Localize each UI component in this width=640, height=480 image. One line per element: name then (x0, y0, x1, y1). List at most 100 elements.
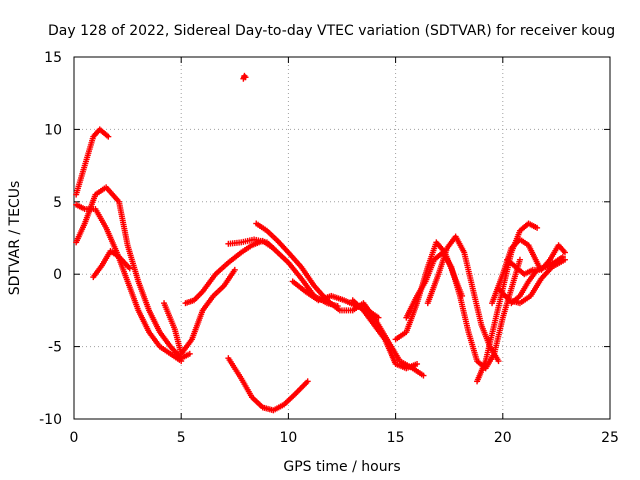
y-axis-ticks: -10 -5 0 5 10 15 (39, 50, 610, 428)
data-point (420, 372, 427, 379)
data-point (516, 294, 532, 307)
y-tick-label: 5 (53, 195, 62, 211)
data-point (116, 198, 131, 247)
data-point (495, 358, 502, 365)
data-point (302, 288, 320, 303)
x-tick-label: 20 (494, 430, 512, 446)
data-point (388, 350, 398, 366)
data-point (336, 307, 354, 314)
data-point (225, 239, 243, 247)
data-point (263, 239, 280, 255)
data-point (225, 355, 244, 380)
data-point (461, 249, 476, 290)
data-point (323, 297, 342, 313)
data-point (504, 256, 518, 269)
data-point (414, 280, 428, 299)
data-point (392, 330, 408, 343)
series-arc-f (182, 237, 277, 307)
data-point (238, 375, 254, 399)
data-point (285, 259, 303, 280)
data-point (414, 360, 421, 367)
data-point (349, 297, 365, 312)
data-point (508, 294, 522, 307)
x-tick-label: 15 (387, 430, 405, 446)
series-arc-q (489, 236, 543, 307)
data-point (178, 358, 185, 365)
x-axis-label: GPS time / hours (283, 459, 400, 475)
data-point (465, 329, 480, 363)
grid-lines (74, 57, 610, 419)
x-axis-ticks: 0 5 10 15 20 25 (70, 57, 619, 446)
y-tick-label: 10 (44, 122, 62, 138)
data-point (422, 258, 437, 285)
data-point (431, 250, 445, 263)
data-point (298, 263, 316, 288)
data-point (435, 247, 450, 278)
data-point (542, 260, 556, 270)
data-point (403, 294, 420, 321)
x-tick-label: 0 (70, 430, 79, 446)
data-point (495, 285, 511, 302)
data-point (146, 329, 162, 348)
data-point (525, 268, 539, 285)
data-point (525, 220, 539, 230)
data-point (289, 278, 307, 294)
data-point (527, 277, 544, 299)
data-point (452, 233, 467, 254)
data-point (508, 237, 522, 252)
data-point (482, 352, 497, 372)
data-point (285, 249, 303, 269)
data-point (199, 294, 216, 314)
data-point (199, 272, 218, 295)
data-point (371, 314, 389, 341)
data-point (124, 278, 141, 312)
data-point (448, 263, 463, 297)
data-point (73, 222, 87, 246)
data-point (525, 242, 542, 269)
data-point (546, 244, 561, 263)
data-point (469, 285, 484, 326)
data-point (225, 250, 243, 266)
data-point (516, 236, 530, 248)
data-point (456, 292, 471, 333)
data-point (263, 227, 280, 243)
data-point (304, 378, 311, 385)
y-tick-label: -10 (39, 412, 62, 428)
data-point (403, 302, 420, 336)
data-point (559, 253, 566, 260)
series-arc-g (225, 355, 311, 414)
data-point (146, 307, 162, 334)
data-point (73, 164, 88, 198)
series-arc-t (508, 253, 566, 307)
series-arc-e (161, 266, 238, 357)
data-point (167, 350, 183, 363)
data-point (534, 224, 541, 231)
data-point (561, 249, 568, 256)
series-isolated (240, 72, 249, 82)
chart-title: Day 128 of 2022, Sidereal Day-to-day VTE… (48, 23, 615, 39)
x-tick-label: 10 (279, 430, 297, 446)
data-point (178, 337, 194, 357)
series-arc-d (90, 248, 133, 281)
data-point (135, 307, 152, 334)
data-point (186, 350, 193, 357)
data-point (482, 324, 497, 365)
data-point (474, 359, 488, 385)
data-point (212, 261, 230, 278)
data-point (210, 284, 226, 299)
data-marks (73, 72, 568, 414)
series-arc-m (392, 239, 466, 343)
data-point (409, 365, 425, 378)
data-point (396, 358, 414, 371)
data-point (384, 336, 402, 363)
data-point (92, 185, 108, 198)
data-point (231, 266, 238, 273)
data-point (103, 184, 121, 204)
data-point (135, 278, 152, 312)
data-point (96, 126, 110, 139)
data-point (551, 254, 565, 266)
data-point (521, 267, 535, 278)
data-point (90, 264, 104, 281)
plot-frame (73, 56, 611, 420)
y-tick-label: -5 (48, 340, 62, 356)
